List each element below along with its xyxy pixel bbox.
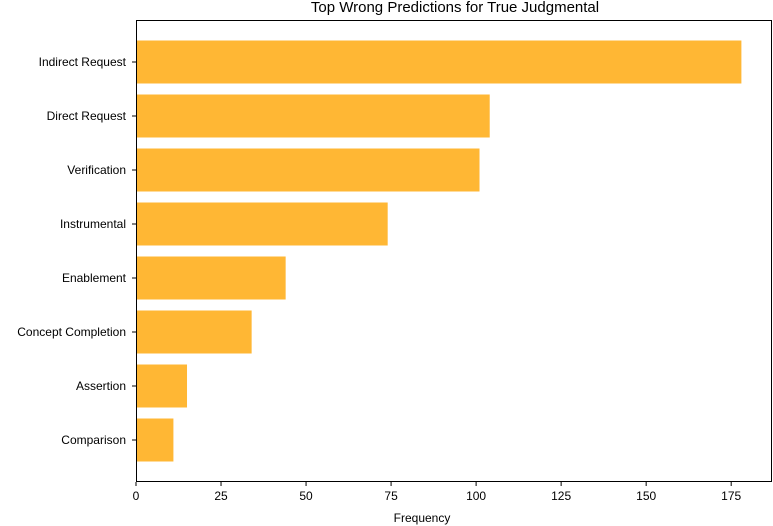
x-tick-label: 25 — [214, 489, 228, 503]
y-tick-label: Instrumental — [60, 217, 126, 231]
x-tick-label: 150 — [636, 489, 656, 503]
x-tick-label: 100 — [466, 489, 486, 503]
x-axis-label: Frequency — [394, 511, 451, 525]
bars-layer — [136, 40, 742, 462]
x-axis-ticks: 0 25 50 75 100 125 150 175 — [133, 482, 742, 503]
y-tick-label: Comparison — [61, 433, 126, 447]
plot-area-frame — [136, 20, 772, 482]
bar-indirect-request — [136, 40, 742, 84]
y-tick-label: Enablement — [62, 271, 127, 285]
y-tick-label: Direct Request — [47, 109, 127, 123]
bar-concept-completion — [136, 310, 252, 354]
x-tick-label: 50 — [299, 489, 313, 503]
bar-instrumental — [136, 202, 388, 246]
x-tick-label: 175 — [721, 489, 741, 503]
x-tick-label: 75 — [384, 489, 398, 503]
y-axis-ticks: Indirect Request Direct Request Verificati… — [17, 55, 136, 447]
x-tick-label: 0 — [133, 489, 140, 503]
y-tick-label: Indirect Request — [39, 55, 127, 69]
y-tick-label: Concept Completion — [17, 325, 126, 339]
bar-verification — [136, 148, 480, 192]
bar-assertion — [136, 364, 188, 408]
bar-direct-request — [136, 94, 490, 138]
bar-enablement — [136, 256, 286, 300]
bar-comparison — [136, 418, 174, 462]
y-tick-label: Verification — [67, 163, 126, 177]
y-tick-label: Assertion — [76, 379, 126, 393]
x-tick-label: 125 — [551, 489, 571, 503]
chart-title: Top Wrong Predictions for True Judgmenta… — [311, 0, 599, 16]
